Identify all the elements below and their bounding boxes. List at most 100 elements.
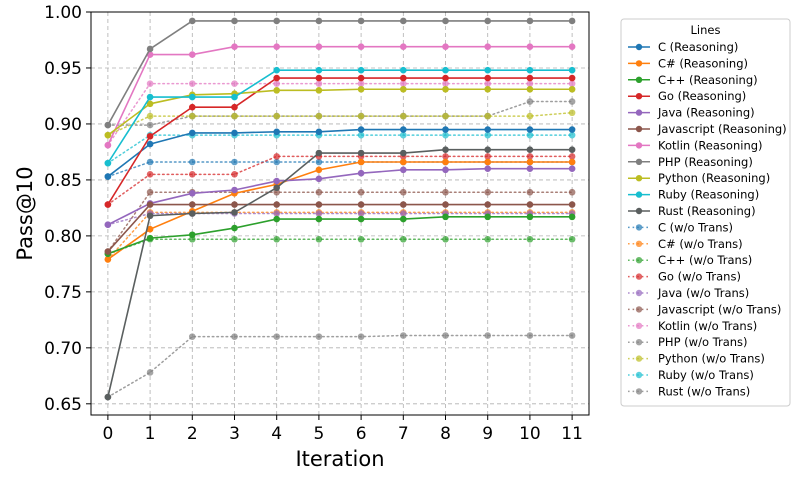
- data-point: [400, 215, 407, 223]
- legend-item: Kotlin (w/o Trans): [628, 319, 757, 333]
- y-axis-title: Pass@10: [13, 166, 37, 260]
- legend-title: Lines: [691, 23, 721, 37]
- data-point: [484, 80, 492, 87]
- series-7: [104, 17, 576, 129]
- data-point: [484, 74, 492, 82]
- series-line: [107, 167, 573, 226]
- data-point: [484, 165, 492, 173]
- legend-item: Rust (w/o Trans): [628, 384, 750, 398]
- data-point: [231, 103, 238, 111]
- data-point: [568, 98, 576, 105]
- legend-item: Java (w/o Trans): [628, 286, 749, 300]
- legend-label: Kotlin (w/o Trans): [658, 319, 757, 333]
- legend-label: C# (Reasoning): [658, 56, 748, 70]
- series-line: [107, 148, 573, 398]
- data-point: [400, 74, 407, 82]
- data-point: [484, 112, 492, 120]
- data-point: [442, 66, 449, 74]
- legend-swatch-marker: [635, 240, 643, 247]
- data-point: [188, 190, 196, 197]
- data-point: [526, 66, 534, 74]
- series-line: [107, 69, 573, 164]
- data-point: [231, 171, 238, 178]
- data-point: [568, 146, 576, 153]
- data-point: [273, 215, 280, 223]
- x-tick-label: 8: [440, 424, 451, 444]
- data-point: [273, 74, 280, 82]
- data-point: [273, 17, 280, 25]
- legend-item: C++ (w/o Trans): [628, 253, 752, 267]
- legend-label: Rust (Reasoning): [658, 204, 756, 218]
- data-point: [568, 109, 576, 117]
- data-point: [400, 131, 407, 139]
- data-point: [315, 215, 323, 223]
- data-point: [104, 201, 112, 208]
- data-point: [188, 51, 196, 58]
- data-point: [568, 213, 576, 221]
- series-line: [107, 128, 573, 178]
- data-point: [442, 146, 449, 153]
- data-point: [442, 112, 449, 120]
- legend-item: Go (w/o Trans): [628, 270, 741, 284]
- data-point: [568, 66, 576, 74]
- legend-item: C++ (Reasoning): [628, 73, 758, 87]
- legend-swatch-marker: [635, 43, 643, 51]
- series-line: [107, 20, 573, 126]
- series-10: [104, 146, 576, 401]
- data-point: [146, 171, 154, 178]
- data-point: [146, 369, 154, 376]
- data-point: [400, 166, 407, 174]
- x-tick-label: 4: [271, 424, 282, 444]
- x-tick-label: 5: [313, 424, 324, 444]
- data-point: [526, 235, 534, 243]
- data-point: [188, 129, 196, 137]
- x-tick-label: 1: [145, 424, 156, 444]
- data-point: [526, 98, 534, 105]
- legend-label: PHP (w/o Trans): [658, 335, 748, 349]
- series-21: [104, 332, 576, 401]
- series-6: [104, 43, 576, 149]
- legend-label: C (w/o Trans): [658, 220, 733, 234]
- legend-swatch-marker: [635, 76, 643, 84]
- data-point: [526, 43, 534, 51]
- data-point: [568, 201, 576, 208]
- data-point: [273, 177, 280, 185]
- legend-box: [620, 18, 791, 407]
- x-tick-label: 2: [187, 424, 198, 444]
- data-point: [400, 85, 407, 93]
- data-point: [315, 66, 323, 74]
- legend-label: Python (Reasoning): [658, 171, 770, 185]
- x-tick-label: 0: [102, 424, 113, 444]
- y-tick-label: 0.85: [44, 171, 82, 191]
- plot-frame: [90, 11, 590, 416]
- data-point: [568, 74, 576, 82]
- series-line: [107, 134, 573, 164]
- data-point: [315, 175, 323, 183]
- data-point: [484, 332, 492, 339]
- y-tick-label: 1.00: [44, 3, 82, 23]
- data-point: [357, 188, 365, 196]
- data-point: [315, 158, 323, 166]
- data-point: [400, 80, 407, 87]
- data-point: [315, 235, 323, 243]
- data-point: [400, 149, 407, 157]
- data-point: [273, 112, 280, 120]
- legend-swatch-marker: [635, 371, 643, 379]
- legend-swatch-marker: [635, 355, 643, 362]
- data-point: [273, 87, 280, 94]
- data-point: [273, 201, 280, 208]
- data-point: [526, 153, 534, 160]
- data-point: [231, 93, 238, 101]
- legend-item: C (w/o Trans): [628, 220, 733, 234]
- data-point: [442, 332, 449, 339]
- series-line: [107, 45, 573, 147]
- data-point: [568, 158, 576, 166]
- data-point: [231, 43, 238, 51]
- legend-swatch-marker: [635, 109, 643, 116]
- data-point: [568, 188, 576, 196]
- data-point: [442, 153, 449, 160]
- x-tick-label: 9: [482, 424, 493, 444]
- data-point: [526, 158, 534, 166]
- data-point: [357, 215, 365, 223]
- data-point: [526, 85, 534, 93]
